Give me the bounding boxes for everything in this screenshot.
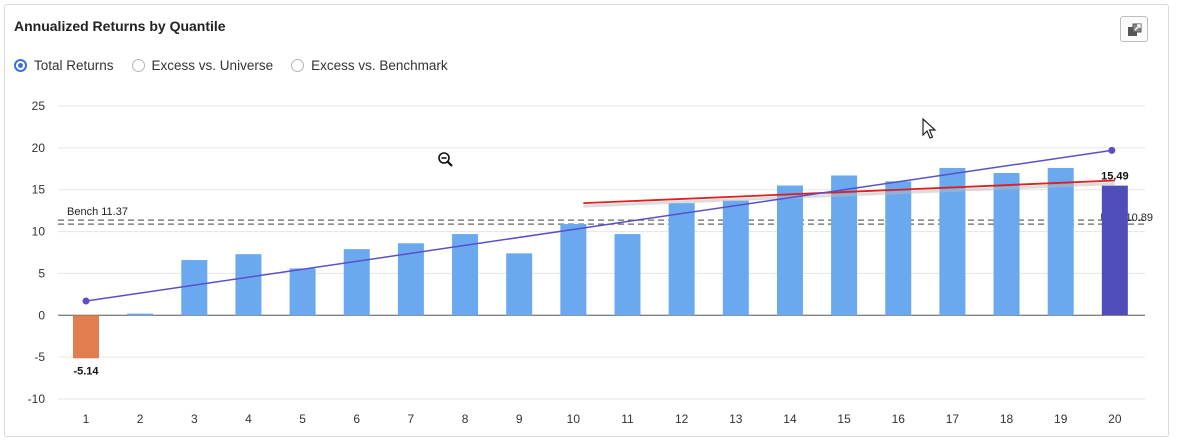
bar — [993, 172, 1020, 316]
regression-line-shadow — [583, 182, 1115, 208]
y-tick-label: 10 — [32, 225, 46, 239]
x-tick-label: 1 — [83, 412, 90, 426]
cursor-arrow-icon — [922, 118, 937, 139]
bar — [452, 234, 479, 316]
bar — [722, 200, 749, 316]
x-tick-label: 14 — [783, 412, 797, 426]
x-tick-label: 3 — [191, 412, 198, 426]
bar — [506, 253, 533, 316]
chart-title: Annualized Returns by Quantile — [14, 18, 226, 34]
bar — [289, 268, 316, 316]
bar — [1047, 167, 1074, 316]
y-tick-label: 20 — [32, 141, 46, 155]
x-tick-label: 19 — [1054, 412, 1068, 426]
data-label: 15.49 — [1101, 171, 1129, 183]
x-tick-label: 2 — [137, 412, 144, 426]
return-type-radio-group: Total Returns Excess vs. Universe Excess… — [14, 58, 466, 73]
x-tick-label: 11 — [621, 412, 634, 426]
radio-dot-icon[interactable] — [291, 59, 305, 72]
y-tick-label: 5 — [38, 266, 45, 280]
bar — [776, 185, 803, 316]
x-tick-label: 7 — [408, 412, 415, 426]
x-tick-label: 16 — [892, 412, 906, 426]
bar — [181, 260, 208, 316]
x-tick-label: 9 — [516, 412, 523, 426]
bar — [831, 175, 858, 316]
x-tick-label: 18 — [1000, 412, 1014, 426]
y-tick-label: 15 — [32, 183, 46, 197]
x-tick-label: 6 — [353, 412, 360, 426]
x-tick-label: 12 — [675, 412, 689, 426]
radio-label: Total Returns — [34, 58, 114, 73]
y-tick-label: 0 — [38, 308, 45, 322]
bar — [668, 203, 695, 316]
bar — [939, 167, 966, 316]
radio-total-returns[interactable]: Total Returns — [14, 58, 114, 73]
x-tick-label: 8 — [462, 412, 469, 426]
radio-dot-icon[interactable] — [131, 59, 145, 72]
bar — [560, 224, 587, 316]
x-tick-label: 17 — [946, 412, 960, 426]
radio-excess-vs-benchmark[interactable]: Excess vs. Benchmark — [291, 58, 448, 73]
x-tick-label: 4 — [245, 412, 252, 426]
bar — [235, 254, 262, 316]
export-icon — [1128, 23, 1142, 36]
radio-label: Excess vs. Universe — [151, 58, 274, 73]
data-label: -5.14 — [73, 365, 99, 377]
bar — [73, 315, 99, 359]
y-tick-label: 25 — [32, 99, 46, 113]
trend-line-point — [1108, 146, 1116, 154]
bar — [343, 249, 370, 316]
trend-line — [85, 149, 1112, 302]
x-tick-label: 15 — [837, 412, 851, 426]
trend-line-point — [82, 297, 90, 305]
reference-line-label: Bench 11.37 — [67, 206, 128, 218]
regression-line — [583, 179, 1115, 205]
x-tick-label: 10 — [567, 412, 581, 426]
bar — [614, 234, 641, 316]
radio-excess-vs-universe[interactable]: Excess vs. Universe — [131, 58, 274, 73]
y-tick-label: -10 — [28, 392, 46, 406]
bar — [1101, 185, 1128, 316]
radio-label: Excess vs. Benchmark — [311, 58, 448, 73]
y-tick-label: -5 — [34, 350, 45, 364]
export-button[interactable] — [1120, 16, 1148, 42]
x-tick-label: 13 — [729, 412, 743, 426]
bar — [885, 181, 912, 316]
x-tick-label: 5 — [299, 412, 306, 426]
x-tick-label: 20 — [1108, 412, 1122, 426]
radio-dot-icon[interactable] — [14, 59, 27, 72]
bar — [127, 313, 154, 316]
zoom-out-icon — [438, 152, 453, 167]
